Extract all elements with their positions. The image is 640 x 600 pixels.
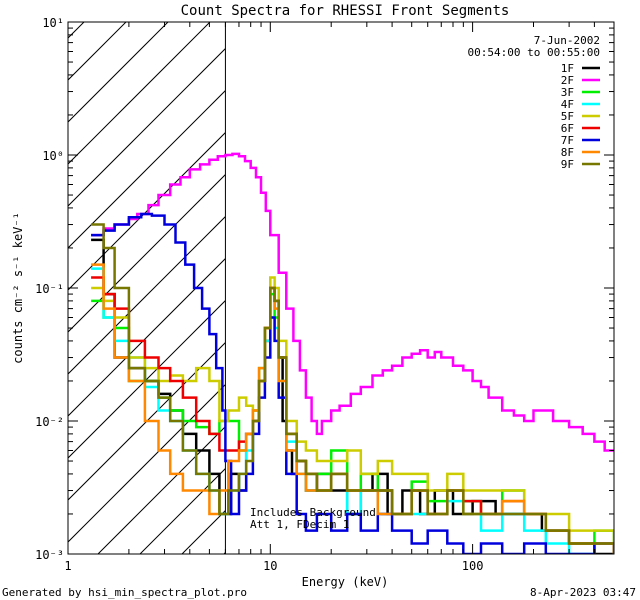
hatch-line: [97, 425, 226, 554]
footer-generated-by: Generated by hsi_min_spectra_plot.pro: [2, 586, 247, 599]
x-tick-label: 1: [64, 559, 71, 573]
hatch-line: [68, 22, 169, 123]
y-axis-label: counts cm⁻² s⁻¹ keV⁻¹: [11, 212, 25, 364]
legend-label-3f: 3F: [561, 86, 574, 99]
y-tick-label: 10⁻³: [35, 548, 64, 562]
x-tick-label: 10: [263, 559, 277, 573]
axis-ticks: 1 10 100 10¹ 10⁰ 10⁻¹ 10⁻² 10⁻³: [35, 16, 615, 573]
hatch-line: [68, 173, 226, 333]
legend-label-5f: 5F: [561, 110, 574, 123]
legend-label-9f: 9F: [561, 158, 574, 171]
spectra-series: [91, 152, 614, 554]
legend-label-6f: 6F: [561, 122, 574, 135]
y-tick-label: 10⁻¹: [35, 282, 64, 296]
y-tick-label: 10¹: [42, 16, 64, 30]
y-tick-label: 10⁻²: [35, 415, 64, 429]
annotation-background: Includes Background: [250, 506, 376, 519]
legend-label-7f: 7F: [561, 134, 574, 147]
series-line-9f: [91, 223, 614, 554]
hatch-line: [68, 383, 226, 543]
footer-timestamp: 8-Apr-2023 03:47: [530, 586, 636, 599]
hatch-line: [68, 22, 211, 165]
hatch-line: [68, 89, 226, 249]
x-tick-label: 100: [462, 559, 484, 573]
series-line-5f: [91, 276, 614, 554]
y-tick-label: 10⁰: [42, 149, 64, 163]
series-line-2f: [91, 152, 614, 452]
observation-date: 7-Jun-2002: [534, 34, 600, 47]
chart-title: Count Spectra for RHESSI Front Segments: [181, 3, 510, 19]
hatch-line: [68, 47, 226, 207]
annotation-attenuator: Att 1, FDecim 1: [250, 518, 349, 531]
hatch-line: [68, 215, 226, 375]
observation-time-range: 00:54:00 to 00:55:00: [468, 46, 600, 59]
x-axis-label: Energy (keV): [302, 575, 389, 589]
legend-label-8f: 8F: [561, 146, 574, 159]
legend-label-2f: 2F: [561, 74, 574, 87]
legend-label-1f: 1F: [561, 62, 574, 75]
hatch-line: [68, 341, 226, 501]
legend-label-4f: 4F: [561, 98, 574, 111]
